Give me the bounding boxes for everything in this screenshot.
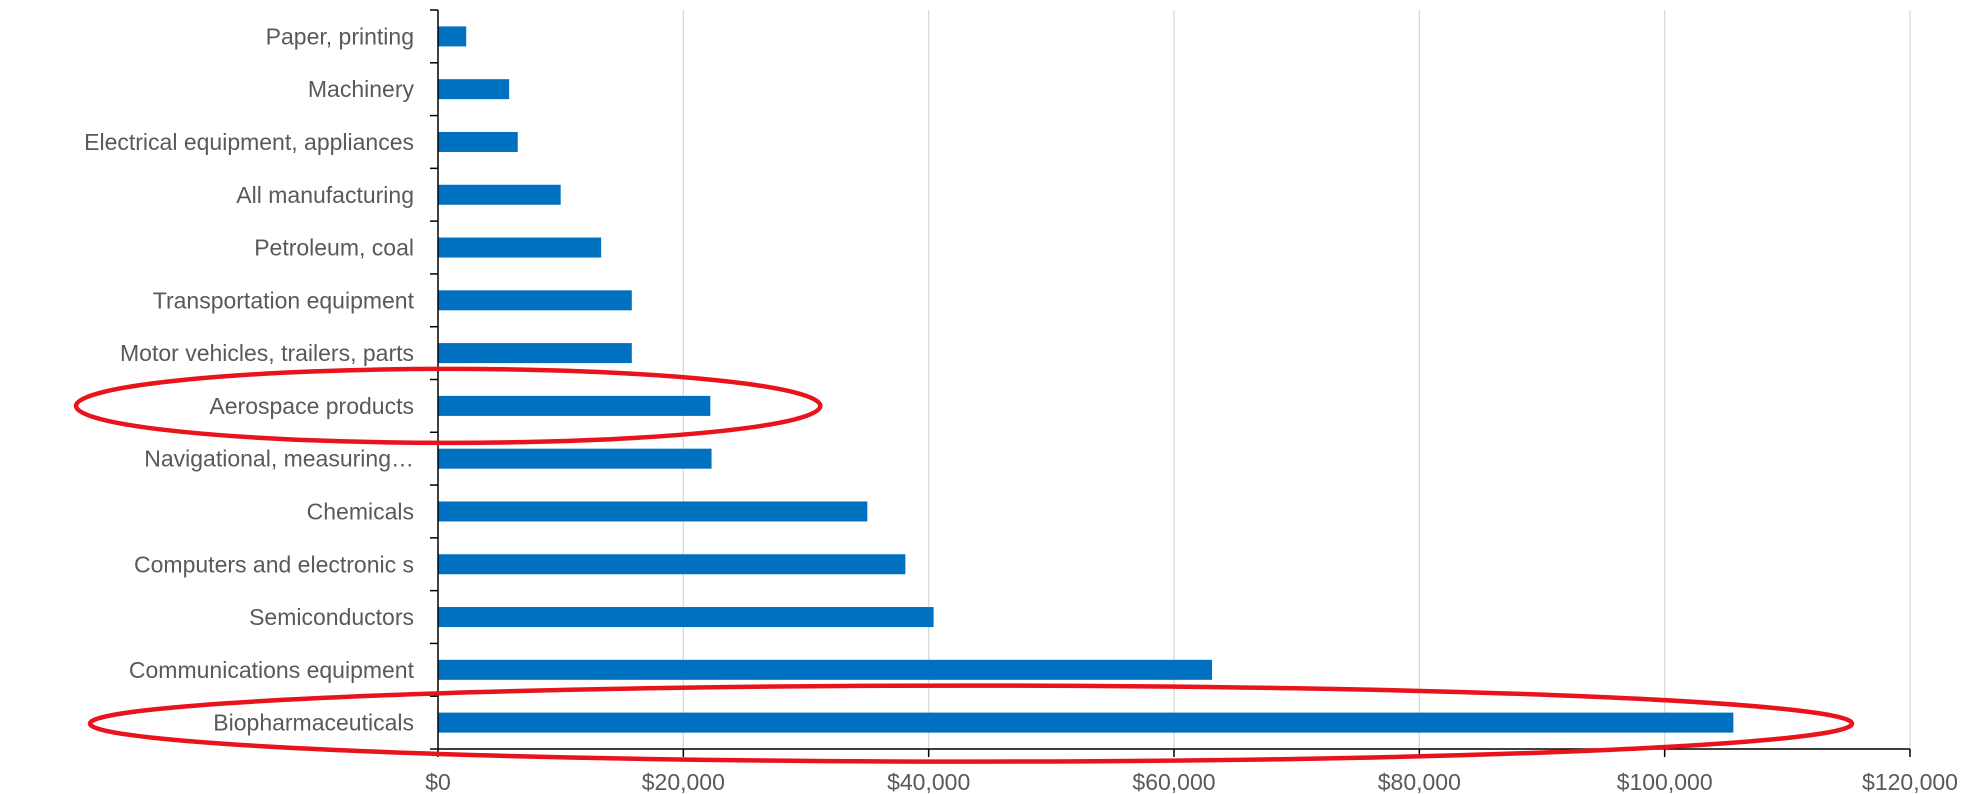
bar bbox=[438, 448, 712, 469]
category-label: Electrical equipment, appliances bbox=[84, 129, 414, 155]
bar bbox=[438, 290, 632, 311]
x-tick-label: $100,000 bbox=[1617, 769, 1713, 794]
highlight-ellipses bbox=[73, 366, 1855, 764]
highlight-ellipse bbox=[73, 366, 823, 446]
gridlines bbox=[682, 10, 1911, 749]
category-label: Communications equipment bbox=[129, 657, 415, 683]
category-labels: Paper, printing Machinery Electrical equip… bbox=[84, 23, 414, 735]
bar bbox=[438, 343, 632, 364]
x-tick-label: $20,000 bbox=[642, 769, 725, 794]
x-tick-labels: $0 $20,000 $40,000 $60,000 $80,000 $100,000 $1… bbox=[425, 769, 1958, 794]
x-tick-label: $80,000 bbox=[1378, 769, 1461, 794]
category-label: Navigational, measuring… bbox=[144, 446, 414, 472]
category-label: Transportation equipment bbox=[153, 287, 415, 313]
bar bbox=[438, 659, 1213, 680]
bars bbox=[438, 26, 1734, 733]
x-tick-label: $60,000 bbox=[1132, 769, 1215, 794]
bar bbox=[438, 554, 906, 575]
category-label: All manufacturing bbox=[236, 182, 414, 208]
x-tick-label: $120,000 bbox=[1862, 769, 1958, 794]
category-label: Semiconductors bbox=[249, 604, 414, 630]
bar bbox=[438, 607, 934, 628]
bar bbox=[438, 184, 561, 205]
category-label: Petroleum, coal bbox=[254, 235, 414, 261]
highlight-ellipse bbox=[87, 683, 1855, 764]
x-tick-label: $0 bbox=[425, 769, 451, 794]
category-label: Machinery bbox=[308, 76, 415, 102]
category-label: Aerospace products bbox=[209, 393, 414, 419]
bar bbox=[438, 79, 510, 100]
x-tick-label: $40,000 bbox=[887, 769, 970, 794]
category-label: Motor vehicles, trailers, parts bbox=[120, 340, 414, 366]
axes bbox=[430, 9, 1911, 757]
bar bbox=[438, 712, 1734, 733]
category-label: Chemicals bbox=[307, 498, 414, 524]
category-label: Biopharmaceuticals bbox=[213, 710, 414, 736]
bar bbox=[438, 131, 518, 152]
bar bbox=[438, 237, 602, 258]
category-label: Paper, printing bbox=[266, 23, 414, 49]
bar bbox=[438, 395, 711, 416]
bar bbox=[438, 501, 868, 522]
category-label: Computers and electronic s bbox=[134, 551, 414, 577]
bar bbox=[438, 26, 467, 47]
